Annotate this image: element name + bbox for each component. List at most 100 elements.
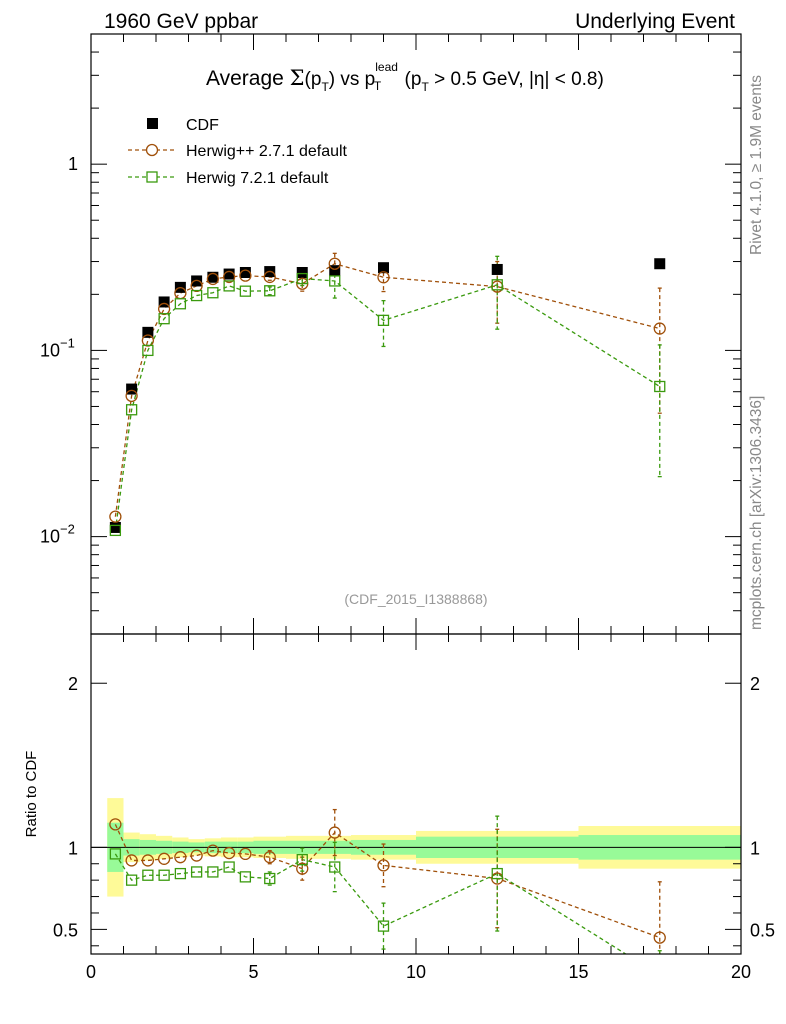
herwig7-ratio-point <box>377 920 390 932</box>
herwig7-ratio-point <box>655 970 665 980</box>
title-cut-open: (p <box>399 69 421 90</box>
ratio-ytick-label-right: 0.5 <box>750 920 775 940</box>
herwig7-point <box>125 404 138 416</box>
herwigpp-point <box>491 280 504 293</box>
ratio-series-layer <box>109 808 666 980</box>
cdf-point <box>296 266 308 278</box>
herwig7-ratio-point <box>190 866 203 878</box>
rivet-side-label: Rivet 4.1.0, ≥ 1.9M events <box>748 75 765 255</box>
herwig7-ratio-point <box>491 867 503 880</box>
herwigpp-point <box>328 257 341 270</box>
herwig7-ratio-point <box>174 867 187 880</box>
ytick-base: 10 <box>40 527 60 547</box>
herwig7-point <box>109 524 122 537</box>
main-ytick-label-0.1: 10−1 <box>40 335 75 360</box>
herwigpp-point <box>141 334 155 347</box>
title-pt-close: ) vs p <box>329 69 375 90</box>
title-lead-sup: lead <box>375 60 398 74</box>
herwig7-ratio-point <box>329 861 341 873</box>
title-sigma: Σ <box>290 66 305 90</box>
cdf-point <box>491 263 503 275</box>
ratio-ytick-label-right: 1 <box>750 838 760 858</box>
cdf-point <box>126 383 138 395</box>
herwigpp-ratio-line <box>114 824 660 939</box>
herwigpp-point <box>263 270 276 284</box>
cdf-point <box>654 258 666 270</box>
legend-herwigpp-marker <box>145 143 159 157</box>
cdf-point <box>378 262 389 274</box>
herwig7-point <box>491 279 503 291</box>
title-lead-sub: T <box>374 79 382 93</box>
analysis-id: (CDF_2015_I1388868) <box>344 591 487 607</box>
herwigpp-point <box>377 271 390 284</box>
herwig7-point <box>239 285 252 297</box>
legend: CDF Herwig++ 2.7.1 default Herwig 7.2.1 … <box>128 117 348 187</box>
herwigpp-ratio-point <box>239 847 252 861</box>
herwigpp-ratio-point <box>109 818 122 831</box>
ytick-exponent: −2 <box>60 522 75 537</box>
herwig7-point <box>329 275 341 287</box>
herwigpp-ratio-point <box>222 846 236 860</box>
herwig7-ratio-line <box>114 853 627 954</box>
ytick-base: 10 <box>40 340 60 360</box>
herwigpp-ratio-point <box>141 854 155 867</box>
title-prefix: Average <box>206 67 290 90</box>
herwigpp-ratio-point <box>263 851 276 864</box>
cdf-point <box>207 271 219 283</box>
herwig7-ratio-point <box>223 861 235 873</box>
herwig7-ratio-point <box>109 848 122 860</box>
herwigpp-point <box>206 272 220 286</box>
xtick-label: 5 <box>248 962 258 982</box>
herwig7-point <box>174 298 187 310</box>
herwig7-point <box>223 280 235 292</box>
labels-layer: 110−110−20.5 0.51 12 20 5 10 15 20 <box>40 154 775 982</box>
herwigpp-point <box>174 286 187 300</box>
main-panel: Average Σ(pT) vs plead T (pT > 0.5 GeV, |… <box>90 33 742 635</box>
herwigpp-point <box>157 302 171 316</box>
herwig7-ratio-point <box>264 872 276 885</box>
xtick-label: 0 <box>86 962 96 982</box>
cdf-point <box>329 265 341 277</box>
ratio-ytick-label-right: 2 <box>750 674 760 694</box>
ratio-ticks <box>90 634 742 954</box>
herwig7-point <box>142 344 154 357</box>
herwig7-point <box>654 380 666 393</box>
cdf-point <box>142 326 154 338</box>
herwig7-point <box>377 314 390 326</box>
herwig7-line <box>114 277 661 531</box>
mcplots-side-label: mcplots.cern.ch [arXiv:1306.3436] <box>748 396 765 630</box>
herwigpp-ratio-point <box>328 826 341 839</box>
ratio-ytick-label-left: 0.5 <box>53 920 78 940</box>
herwig7-point <box>158 313 170 325</box>
plot-title: Average Σ(pT) vs plead T (pT > 0.5 GeV, |… <box>206 60 604 94</box>
cdf-point <box>158 296 170 308</box>
herwigpp-ratio-point <box>296 862 309 875</box>
legend-cdf-label: CDF <box>186 117 219 134</box>
herwig7-point <box>264 285 276 297</box>
herwigpp-point <box>125 389 138 403</box>
cdf-point <box>109 521 121 533</box>
herwig7-ratio-point <box>207 866 219 878</box>
main-ytick-label-1: 1 <box>68 154 78 174</box>
herwigpp-point <box>653 322 666 335</box>
title-cut-rest: > 0.5 GeV, |η| < 0.8) <box>429 69 604 90</box>
herwigpp-ratio-point <box>174 851 187 864</box>
legend-herwig7-label: Herwig 7.2.1 default <box>186 170 329 187</box>
main-ytick-label-0.01: 10−2 <box>40 522 75 547</box>
legend-herwig7-marker <box>146 171 158 183</box>
herwigpp-ratio-point <box>206 844 220 857</box>
herwigpp-point <box>239 269 252 282</box>
herwig7-ratio-point <box>125 874 138 886</box>
ratio-ylabel: Ratio to CDF <box>23 751 40 838</box>
cdf-point <box>223 268 235 280</box>
herwig7-point <box>207 287 219 299</box>
herwigpp-ratio-point <box>157 852 171 865</box>
herwig7-ratio-point <box>239 871 252 883</box>
xtick-label: 10 <box>406 962 426 982</box>
ratio-frame <box>90 633 742 955</box>
ratio-ytick-label-left: 2 <box>68 674 78 694</box>
herwigpp-point <box>222 270 236 284</box>
herwigpp-ratio-point <box>190 849 203 862</box>
ytick-exponent: −1 <box>60 335 75 350</box>
